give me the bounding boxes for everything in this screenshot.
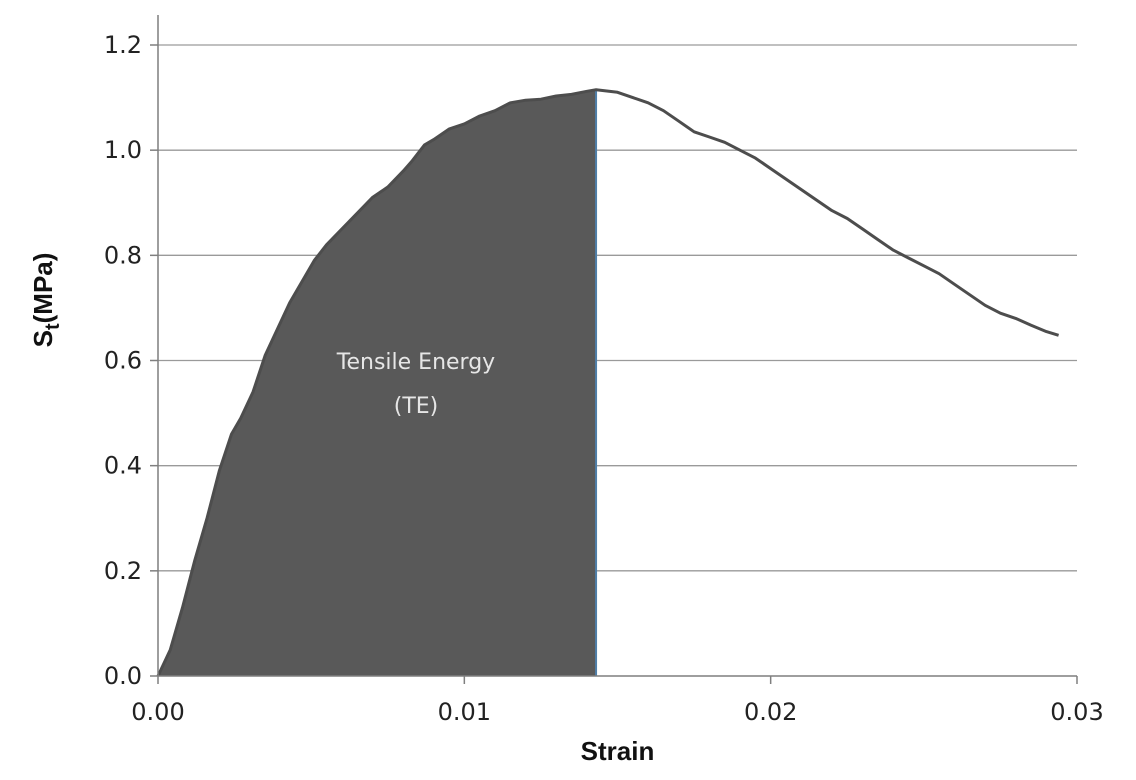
y-axis-title-unit: (MPa) [28, 253, 58, 324]
tensile-energy-area [158, 89, 597, 676]
y-axis-title-subscript: t [42, 323, 64, 330]
x-tick-label-3: 0.03 [1050, 698, 1103, 726]
y-tick-label-2: 0.4 [104, 452, 142, 480]
y-axis-title-main: S [28, 330, 58, 347]
y-tick-label-5: 1.0 [104, 136, 142, 164]
x-axis-title: Strain [581, 736, 655, 766]
annotation-tensile-energy: Tensile Energy [336, 350, 495, 375]
tick-labels: 0.0 0.2 0.4 0.6 0.8 1.0 1.2 0.00 0.01 0.02 0.03 [104, 31, 1104, 726]
y-tick-label-0: 0.0 [104, 662, 142, 690]
x-tick-label-2: 0.02 [744, 698, 797, 726]
y-tick-label-4: 0.8 [104, 241, 142, 269]
y-axis-title: St(MPa) [28, 253, 64, 348]
x-tick-label-1: 0.01 [438, 698, 491, 726]
x-tick-label-0: 0.00 [131, 698, 184, 726]
y-tick-label-3: 0.6 [104, 347, 142, 375]
y-tick-label-6: 1.2 [104, 31, 142, 59]
annotation-te: (TE) [394, 394, 439, 419]
stress-strain-curve [156, 88, 1060, 677]
y-tick-label-1: 0.2 [104, 557, 142, 585]
axes [150, 15, 1078, 684]
